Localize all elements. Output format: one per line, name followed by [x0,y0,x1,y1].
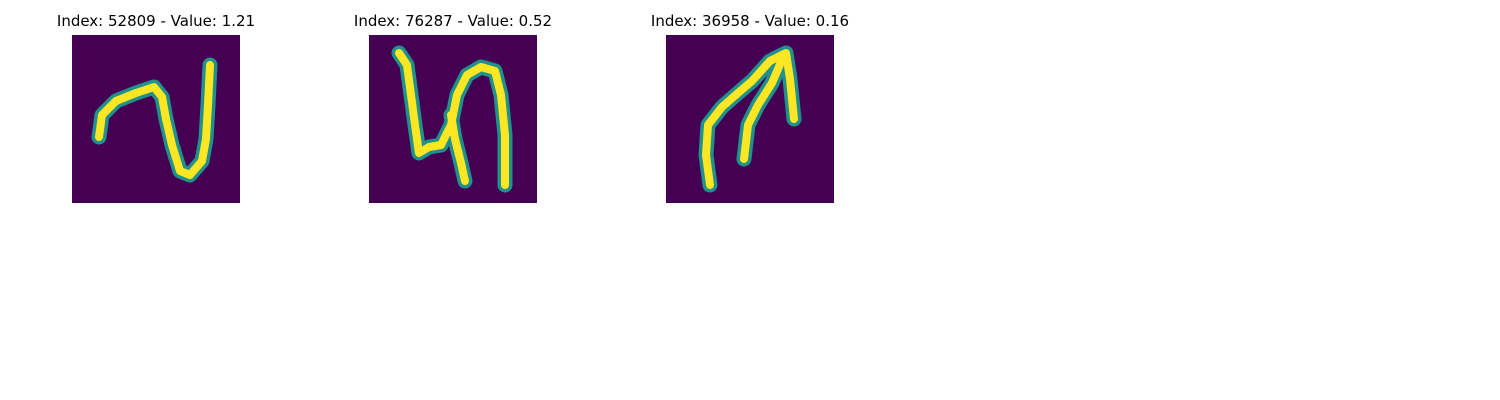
handwritten-glyph-b-icon [369,35,537,203]
panel-title: Index: 36958 - Value: 0.16 [650,12,850,30]
panel-title: Index: 52809 - Value: 1.21 [56,12,256,30]
image-panel: Index: 36958 - Value: 0.16 [610,0,890,210]
panel-title: Index: 76287 - Value: 0.52 [353,12,553,30]
handwritten-glyph-c-icon [666,35,834,203]
image-panel: Index: 52809 - Value: 1.21 [16,0,296,210]
image-panel: Index: 76287 - Value: 0.52 [313,0,593,210]
handwritten-glyph-a-icon [72,35,240,203]
